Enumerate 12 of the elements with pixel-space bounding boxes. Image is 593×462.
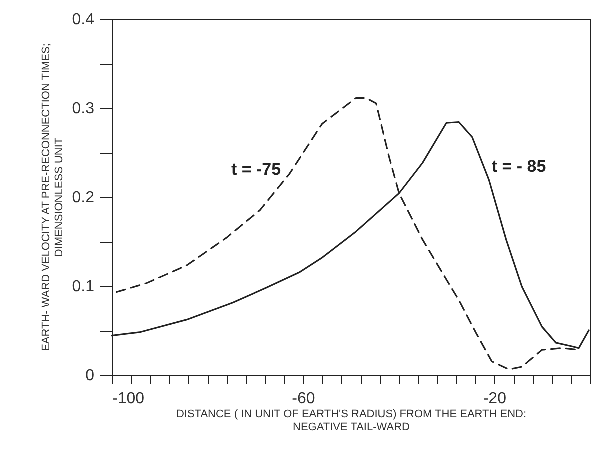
y-tick-label: 0.4 xyxy=(72,12,95,28)
x-tick-label: -20 xyxy=(483,390,507,408)
y-tick-label: 0.3 xyxy=(72,100,95,118)
y-axis-title: EARTH- WARD VELOCITY AT PRE-RECONNECTION TIMES; DIMENSIONLESS UNIT xyxy=(40,44,66,352)
y-tick-label: 0.2 xyxy=(72,190,95,206)
series-label: t = -75 xyxy=(231,160,282,180)
y-tick-label: 0.1 xyxy=(72,278,95,296)
y-tick-label: 0 xyxy=(86,368,95,384)
x-tick-label: -60 xyxy=(292,390,316,408)
x-tick-label: -100 xyxy=(112,390,145,408)
series-label: t = - 85 xyxy=(492,157,546,176)
x-axis-title: DISTANCE ( IN UNIT OF EARTH'S RADIUS) FROM THE EARTH END: NEGATIVE TAIL-WARD xyxy=(176,408,527,434)
